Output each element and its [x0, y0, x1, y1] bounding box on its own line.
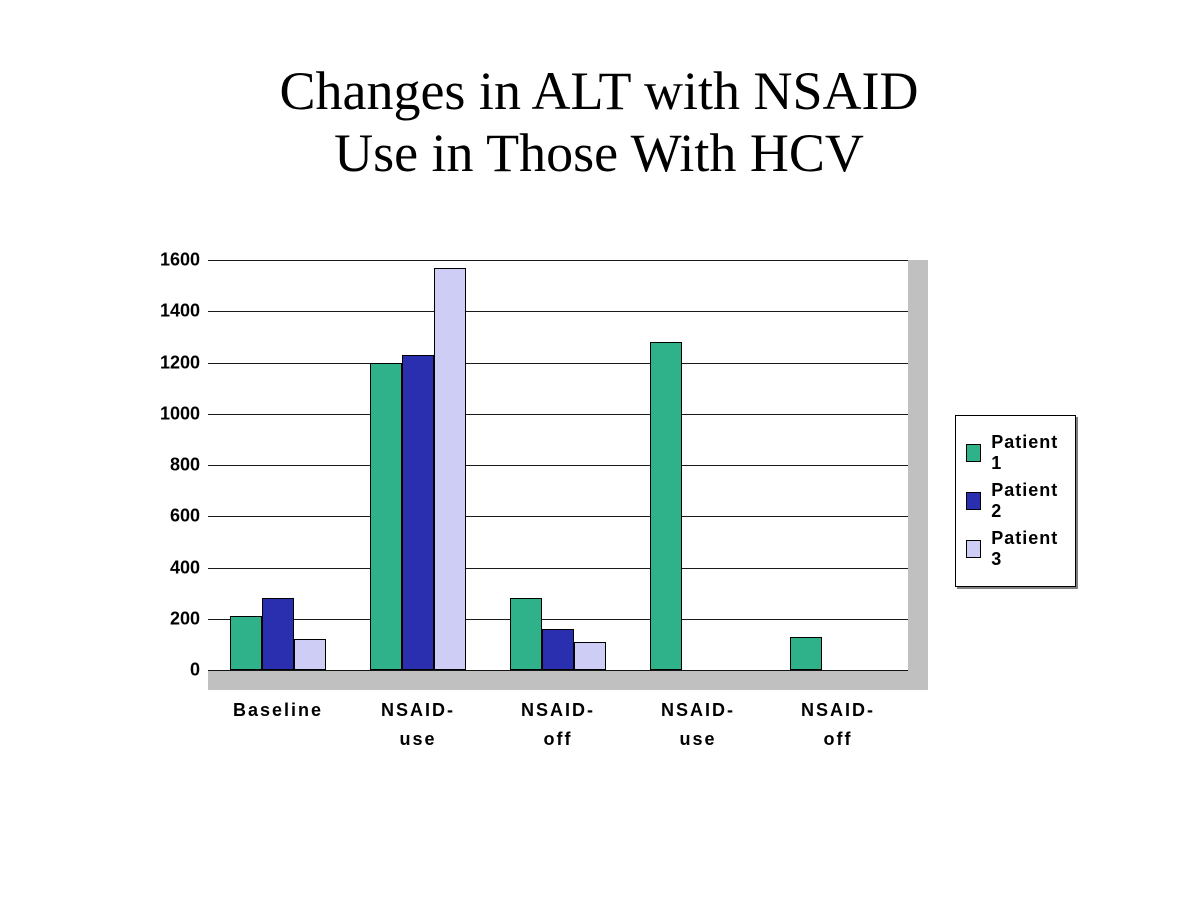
bar: [790, 637, 822, 670]
grid-line: [208, 619, 908, 620]
bar: [262, 598, 294, 670]
y-tick-label: 0: [190, 660, 200, 681]
grid-line: [208, 568, 908, 569]
y-tick-label: 1400: [160, 301, 200, 322]
y-tick-label: 800: [170, 455, 200, 476]
bar: [370, 363, 402, 671]
legend-label: Patient 1: [991, 432, 1061, 474]
plot-area: [208, 260, 908, 670]
x-tick-label: NSAID-off: [488, 696, 628, 754]
y-tick-label: 1000: [160, 403, 200, 424]
grid-line: [208, 363, 908, 364]
bar: [574, 642, 606, 670]
bar: [434, 268, 466, 670]
y-tick-label: 600: [170, 506, 200, 527]
grid-line: [208, 414, 908, 415]
chart: 02004006008001000120014001600 BaselineNS…: [130, 260, 1070, 780]
grid-line: [208, 260, 908, 261]
legend-item: Patient 1: [966, 432, 1061, 474]
page: Changes in ALT with NSAID Use in Those W…: [0, 0, 1198, 898]
x-tick-label: NSAID-use: [348, 696, 488, 754]
y-tick-label: 200: [170, 608, 200, 629]
bar: [542, 629, 574, 670]
legend-swatch-icon: [966, 492, 981, 510]
bar: [510, 598, 542, 670]
y-tick-label: 1600: [160, 250, 200, 271]
bar: [230, 616, 262, 670]
x-tick-label: NSAID-use: [628, 696, 768, 754]
legend: Patient 1 Patient 2 Patient 3: [955, 415, 1076, 587]
grid-line: [208, 465, 908, 466]
bar: [294, 639, 326, 670]
legend-swatch-icon: [966, 444, 981, 462]
legend-label: Patient 3: [991, 528, 1061, 570]
legend-item: Patient 3: [966, 528, 1061, 570]
grid-line: [208, 670, 908, 671]
legend-label: Patient 2: [991, 480, 1061, 522]
grid-line: [208, 311, 908, 312]
title-line-1: Changes in ALT with NSAID: [279, 61, 918, 121]
y-tick-label: 400: [170, 557, 200, 578]
chart-title: Changes in ALT with NSAID Use in Those W…: [0, 60, 1198, 184]
bar: [402, 355, 434, 670]
legend-item: Patient 2: [966, 480, 1061, 522]
grid-line: [208, 516, 908, 517]
y-tick-label: 1200: [160, 352, 200, 373]
legend-swatch-icon: [966, 540, 981, 558]
x-tick-label: Baseline: [208, 696, 348, 725]
title-line-2: Use in Those With HCV: [334, 123, 864, 183]
bar: [650, 342, 682, 670]
x-tick-label: NSAID-off: [768, 696, 908, 754]
